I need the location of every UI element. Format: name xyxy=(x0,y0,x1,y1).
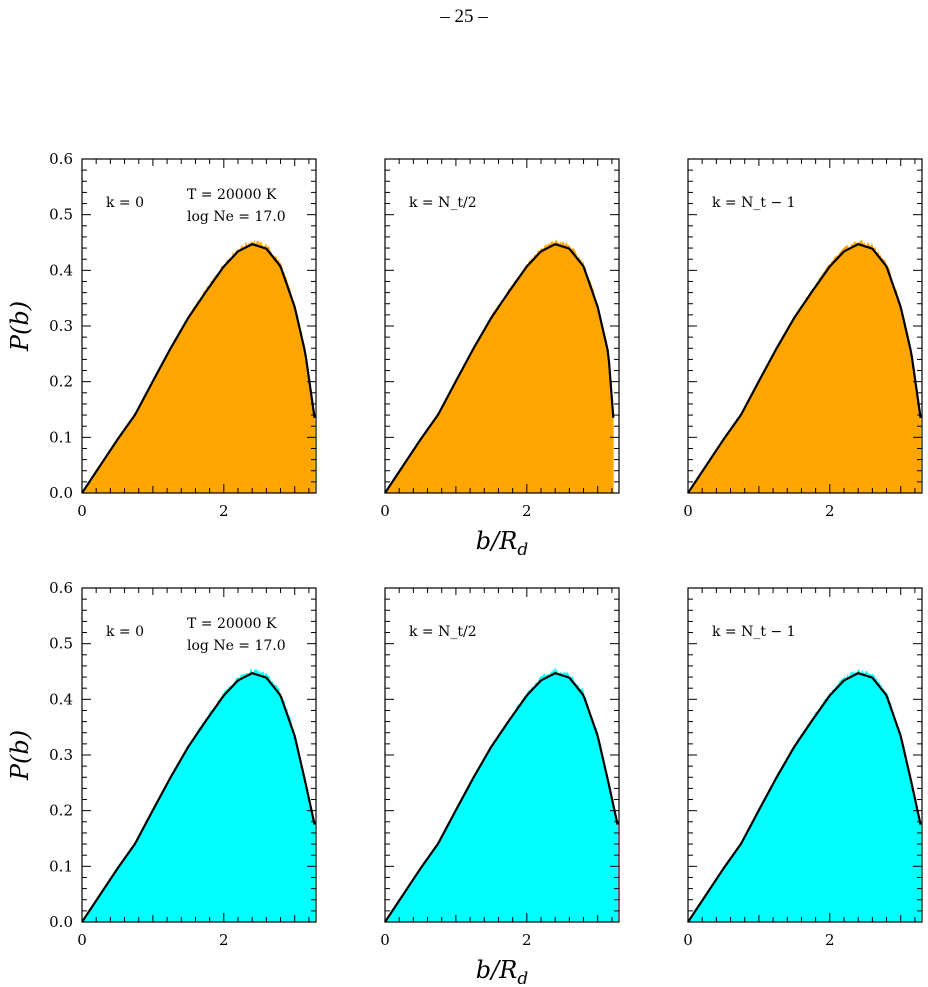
histogram-area xyxy=(687,239,921,494)
y-axis-label: P(b) xyxy=(6,301,34,352)
y-tick-label: 0.5 xyxy=(49,206,73,224)
model-curve xyxy=(687,672,922,923)
x-tick-label: 2 xyxy=(825,931,835,949)
temperature-annotation: T = 20000 K xyxy=(187,616,277,632)
x-tick-label: 2 xyxy=(825,502,835,520)
y-tick-label: 0.5 xyxy=(49,635,73,653)
page-number: – 25 – xyxy=(440,6,488,27)
histogram-area xyxy=(384,239,614,494)
y-tick-label: 0.1 xyxy=(49,857,73,875)
k-annotation: k = N_t/2 xyxy=(409,624,477,640)
histogram-area xyxy=(81,667,315,923)
y-tick-label: 0.1 xyxy=(49,428,73,446)
x-tick-label: 0 xyxy=(683,931,693,949)
y-tick-label: 0.6 xyxy=(49,579,73,597)
k-annotation: k = 0 xyxy=(106,195,144,211)
model-curve xyxy=(687,243,922,494)
y-tick-label: 0.3 xyxy=(49,746,73,764)
x-tick-label: 0 xyxy=(380,931,390,949)
panel-0-1: 0 2 b/Rd k = N_t/2 xyxy=(380,158,620,560)
y-tick-label: 0.0 xyxy=(49,913,73,931)
x-tick-label: 2 xyxy=(219,931,229,949)
x-axis-label: b/Rd xyxy=(476,527,529,560)
y-tick-label: 0.0 xyxy=(49,484,73,502)
density-annotation: log Ne = 17.0 xyxy=(187,638,286,654)
x-tick-label: 0 xyxy=(77,502,87,520)
panel-1-1: 0 2 b/Rd k = N_t/2 xyxy=(380,587,620,987)
x-tick-label: 2 xyxy=(522,502,532,520)
y-tick-label: 0.4 xyxy=(49,690,73,708)
x-tick-label: 2 xyxy=(522,931,532,949)
y-tick-label: 0.2 xyxy=(49,373,73,391)
x-axis-label: b/Rd xyxy=(476,956,529,987)
panel-0-0: 0.0 0.1 0.2 0.3 0.4 0.5 0.6 P(b) 0 2 k = 0 T = 2000… xyxy=(6,150,317,520)
panel-1-0: 0.0 0.1 0.2 0.3 0.4 0.5 0.6 P(b) 0 2 k = 0 T = 2000… xyxy=(6,579,317,949)
k-annotation: k = N_t − 1 xyxy=(712,624,796,640)
y-axis-label: P(b) xyxy=(6,730,34,781)
panel-0-2: 0 2 k = N_t − 1 xyxy=(683,158,923,520)
model-curve xyxy=(384,672,619,923)
panel-1-2: 0 2 k = N_t − 1 xyxy=(683,587,923,949)
histogram-area xyxy=(81,239,315,494)
y-tick-label: 0.6 xyxy=(49,150,73,168)
k-annotation: k = N_t/2 xyxy=(409,195,477,211)
model-curve xyxy=(384,243,615,494)
x-tick-label: 0 xyxy=(380,502,390,520)
density-annotation: log Ne = 17.0 xyxy=(187,209,286,225)
k-annotation: k = 0 xyxy=(106,624,144,640)
k-annotation: k = N_t − 1 xyxy=(712,195,796,211)
y-tick-label: 0.3 xyxy=(49,317,73,335)
x-tick-label: 0 xyxy=(683,502,693,520)
y-tick-label: 0.4 xyxy=(49,261,73,279)
model-curve xyxy=(81,672,316,923)
model-curve xyxy=(81,243,316,494)
histogram-area xyxy=(384,667,618,923)
temperature-annotation: T = 20000 K xyxy=(187,187,277,203)
x-tick-label: 2 xyxy=(219,502,229,520)
y-tick-label: 0.2 xyxy=(49,802,73,820)
histogram-area xyxy=(687,669,921,923)
x-tick-label: 0 xyxy=(77,931,87,949)
